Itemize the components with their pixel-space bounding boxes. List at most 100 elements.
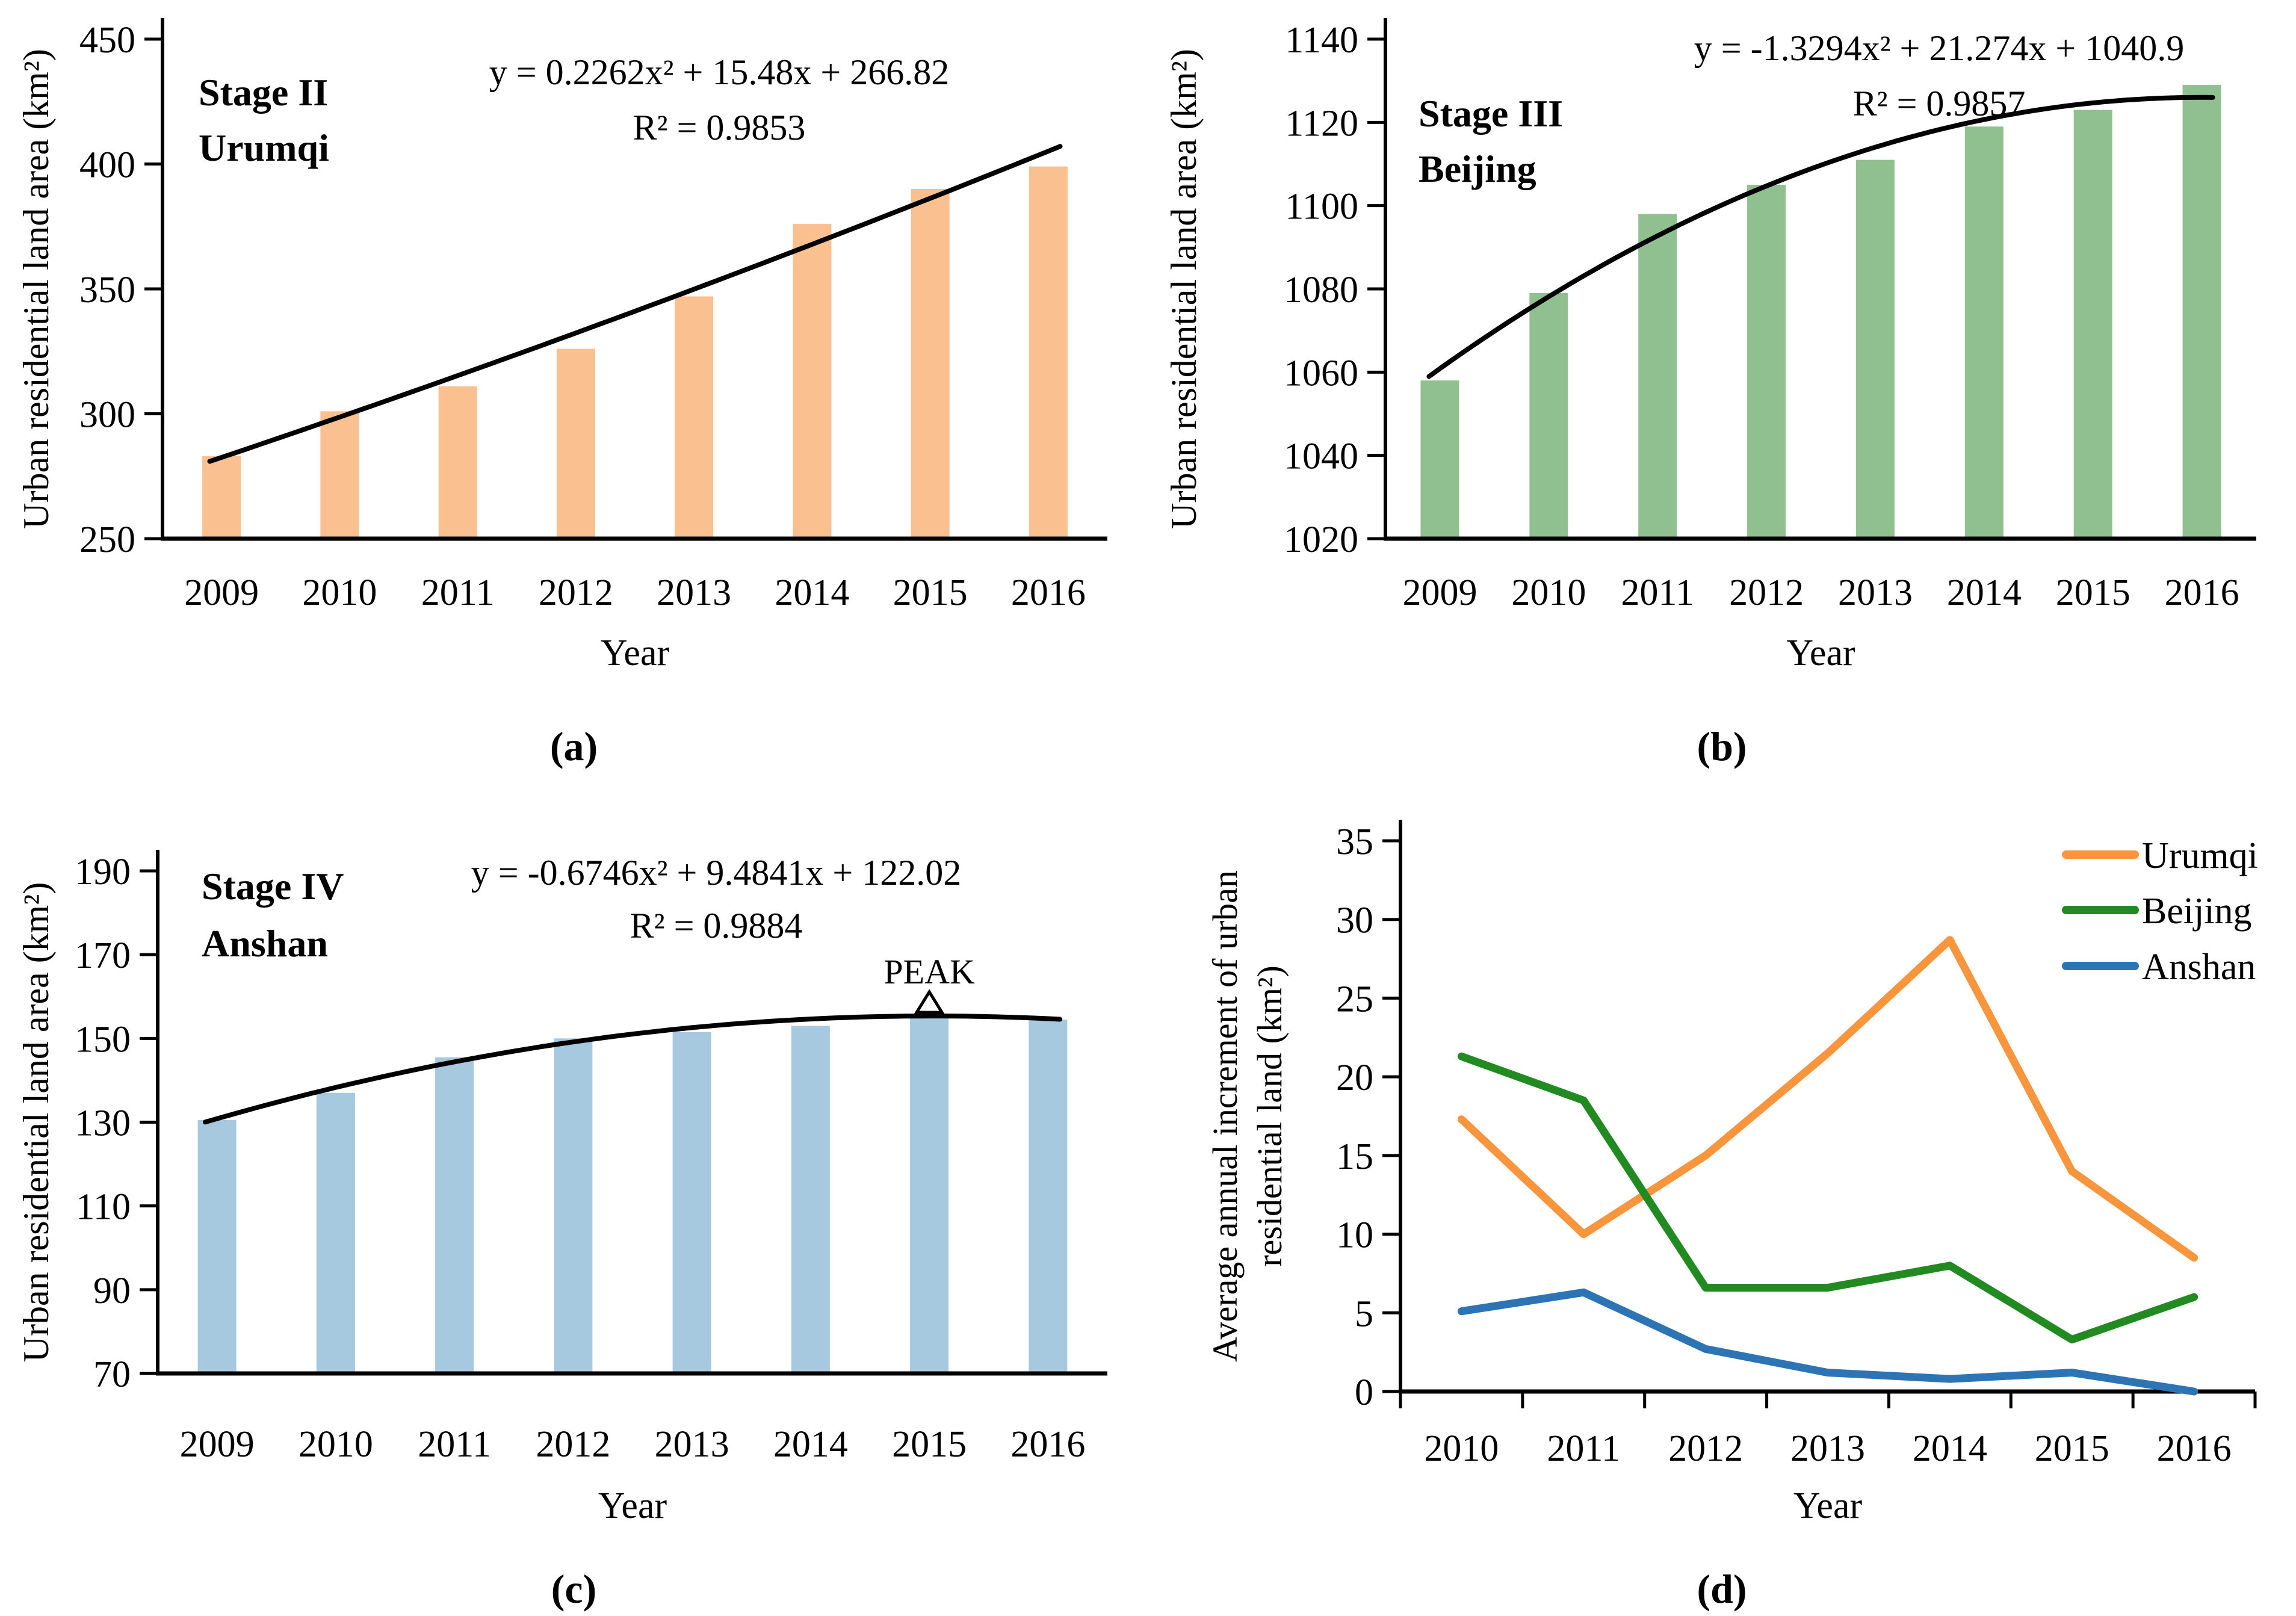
y-tick-label: 250 (79, 519, 135, 560)
x-tick-label: 2014 (1947, 572, 2022, 613)
y-tick-label: 1060 (1284, 353, 1358, 394)
bar-2012 (554, 1038, 593, 1373)
r-squared-label: R² = 0.9857 (1853, 84, 2026, 123)
x-tick-label: 2013 (1838, 572, 1913, 613)
y-tick-label: 35 (1336, 822, 1373, 862)
y-tick-label: 190 (75, 852, 131, 893)
peak-marker-triangle-icon (914, 989, 945, 1014)
y-tick-label: 1080 (1284, 270, 1358, 311)
bar-2015 (911, 189, 950, 539)
equation-label: y = -0.6746x² + 9.4841x + 122.02 (471, 853, 961, 893)
x-tick-label: 2015 (2056, 572, 2130, 613)
x-tick-label: 2014 (773, 1424, 848, 1465)
bar-2011 (1638, 214, 1677, 539)
city-label: Beijing (1419, 147, 1536, 190)
x-tick-label: 2015 (2035, 1428, 2109, 1469)
r-squared-label: R² = 0.9884 (630, 906, 803, 946)
y-tick-label: 170 (75, 935, 131, 976)
x-tick-label: 2010 (1424, 1428, 1499, 1469)
chart-c-canvas: 70 90 110 130 150 170 190 PEAK 2009 2010 2011 2012 2… (16, 850, 1107, 1526)
x-tick-label: 2011 (418, 1424, 491, 1465)
y-tick-label: 130 (75, 1103, 131, 1144)
x-tick-label: 2011 (1621, 572, 1694, 613)
bar-2016 (1029, 166, 1068, 539)
bar-2010 (1529, 293, 1568, 539)
x-tick-label: 2013 (1790, 1428, 1865, 1469)
series-line-anshan (1457, 1288, 2199, 1396)
x-tick-label: 2013 (655, 1424, 729, 1465)
city-label: Urumqi (199, 126, 329, 169)
fit-line (202, 1014, 1063, 1125)
x-tick-label: 2009 (184, 572, 259, 613)
equation-label: y = -1.3294x² + 21.274x + 1040.9 (1694, 28, 2184, 68)
y-tick-label: 20 (1336, 1057, 1373, 1098)
x-tick-label: 2016 (1010, 1424, 1085, 1465)
r-squared-label: R² = 0.9853 (633, 108, 806, 147)
bar-2011 (438, 386, 477, 539)
x-tick-label: 2011 (1547, 1428, 1620, 1469)
y-tick-label: 10 (1336, 1215, 1373, 1256)
stage-label: Stage II (199, 71, 328, 114)
x-axis-title: Year (1786, 633, 1855, 673)
bar-2012 (1747, 185, 1786, 539)
y-axis-title: Urban residential land area (km²) (1164, 49, 1204, 529)
y-tick-label: 1140 (1285, 20, 1358, 61)
y-tick-label: 1120 (1285, 103, 1358, 144)
x-axis-title: Year (1793, 1485, 1863, 1526)
y-axis-title-line-2: residential land (km²) (1250, 965, 1289, 1267)
panel-b: 1020 1040 1060 1080 1100 1120 1140 2009 2010 2011… (1148, 0, 2296, 808)
chart-b-canvas: 1020 1040 1060 1080 1100 1120 1140 2009 2010 2011… (1164, 18, 2256, 673)
chart-d-canvas: 0 5 10 15 20 25 30 35 Urumqi Beijing Anshan 2010 201… (1205, 820, 2258, 1526)
bar-2013 (675, 296, 714, 539)
stage-label: Stage III (1419, 92, 1563, 135)
panel-b-caption: (b) (1697, 723, 1747, 769)
y-tick-label: 450 (79, 20, 135, 61)
y-tick-label: 70 (93, 1354, 131, 1395)
bar-2016 (1029, 1020, 1068, 1373)
x-tick-label: 2009 (1402, 572, 1477, 613)
y-tick-label: 30 (1336, 900, 1373, 941)
y-tick-label: 350 (79, 270, 135, 311)
x-tick-label: 2014 (1913, 1428, 1987, 1469)
x-tick-label: 2012 (536, 1424, 610, 1465)
bar-2016 (2182, 85, 2221, 539)
x-tick-label: 2012 (1668, 1428, 1743, 1469)
panel-d-caption: (d) (1697, 1566, 1747, 1612)
y-axis-title-line-1: Average annual increment of urban (1205, 870, 1245, 1362)
bar-2013 (672, 1032, 711, 1373)
y-tick-label: 110 (76, 1187, 131, 1228)
bar-2015 (910, 1017, 949, 1373)
x-tick-label: 2012 (1729, 572, 1804, 613)
x-tick-label: 2010 (1511, 572, 1586, 613)
x-tick-label: 2013 (657, 572, 731, 613)
bar-2011 (435, 1057, 474, 1373)
bar-2013 (1855, 159, 1895, 539)
legend-label-beijing: Beijing (2142, 891, 2252, 932)
y-tick-label: 25 (1336, 979, 1373, 1020)
peak-label: PEAK (883, 952, 975, 991)
bar-2009 (202, 456, 241, 539)
y-tick-label: 1020 (1284, 519, 1358, 560)
y-tick-label: 150 (75, 1019, 131, 1060)
y-tick-label: 15 (1336, 1136, 1373, 1177)
y-axis-title: Urban residential land area (km²) (16, 882, 56, 1363)
stage-label: Stage IV (202, 865, 344, 908)
x-tick-label: 2010 (302, 572, 377, 613)
x-tick-label: 2012 (539, 572, 613, 613)
bar-2014 (791, 1026, 830, 1373)
bar-2012 (556, 348, 595, 539)
y-tick-label: 300 (79, 395, 135, 436)
x-tick-label: 2010 (299, 1424, 373, 1465)
y-tick-label: 400 (79, 145, 135, 186)
x-tick-label: 2011 (421, 572, 495, 613)
fit-line (207, 144, 1063, 464)
bar-2010 (316, 1092, 355, 1373)
bar-2009 (1420, 380, 1459, 539)
y-tick-label: 1040 (1284, 436, 1358, 477)
series-line-urumqi (1457, 936, 2199, 1262)
x-tick-label: 2015 (892, 1424, 967, 1465)
x-tick-label: 2014 (775, 572, 849, 613)
x-tick-label: 2016 (2157, 1428, 2232, 1469)
x-tick-label: 2015 (893, 572, 968, 613)
